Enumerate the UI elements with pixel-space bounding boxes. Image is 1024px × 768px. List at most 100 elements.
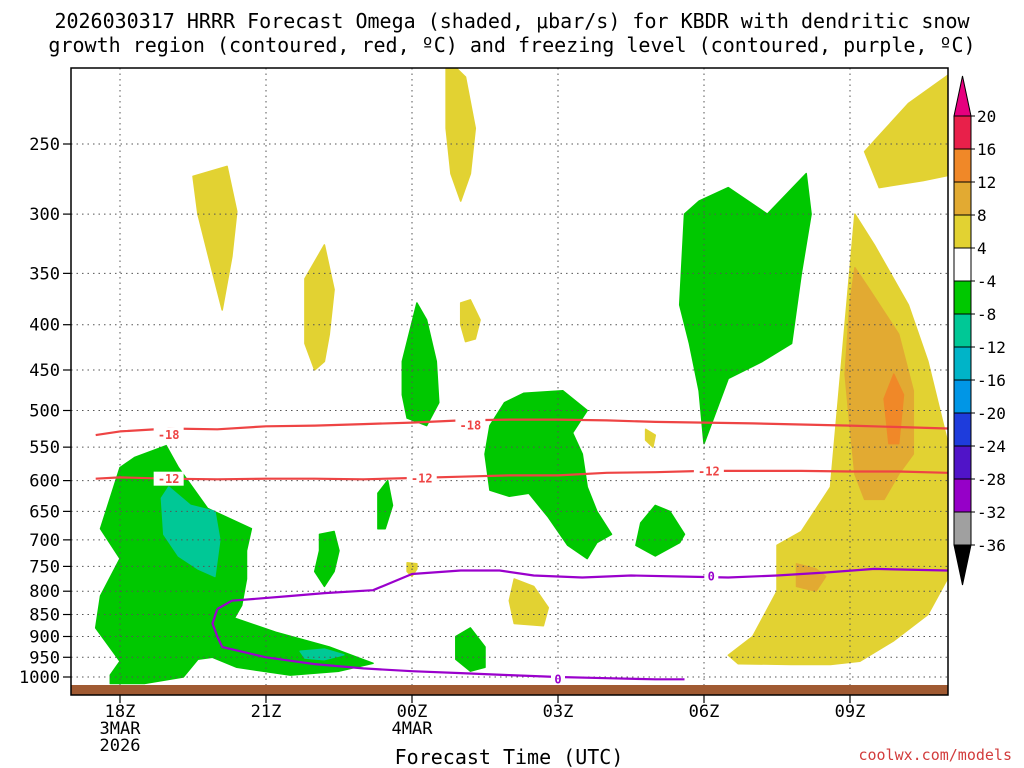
y-tick-label: 800 — [29, 582, 60, 602]
y-tick-label: 1000 — [19, 668, 60, 688]
contour-label-bg — [704, 569, 719, 584]
colorbar-label: -24 — [977, 437, 1006, 456]
region-green-blob-2200z — [313, 530, 340, 588]
colorbar-label: 16 — [977, 140, 996, 159]
y-tick-label: 500 — [29, 402, 60, 422]
contour-label-dgz-bottom: -12 — [411, 472, 433, 486]
colorbar-label: 4 — [977, 239, 987, 258]
region-green-blob-0100z-lower — [455, 627, 486, 672]
region-yellow-blob-2030z — [192, 165, 238, 311]
colorbar-label: 8 — [977, 206, 987, 225]
colorbar-swatch — [953, 247, 972, 282]
colorbar-swatch — [953, 280, 972, 315]
y-tick-label: 250 — [29, 135, 60, 155]
contour-label-dgz-bottom: -12 — [158, 472, 180, 486]
y-tick-label: 400 — [29, 316, 60, 336]
colorbar-label: 20 — [977, 107, 996, 126]
region-orange-blob-0800z — [795, 563, 827, 592]
region-green-region-0000z — [401, 302, 440, 427]
region-yellow-region-1000z-top — [863, 74, 948, 189]
x-tick-label: 21Z — [251, 702, 282, 722]
x-axis-title: Forecast Time (UTC) — [395, 745, 624, 768]
contour-label-bg — [406, 471, 437, 486]
shaded-regions — [94, 68, 1021, 685]
contour-label-bg — [551, 671, 565, 686]
chart-title: 2026030317 HRRR Forecast Omega (shaded, … — [48, 9, 975, 57]
contour-label-bg — [153, 427, 184, 442]
colorbar-label: -28 — [977, 470, 1006, 489]
colorbar-swatch — [953, 379, 972, 414]
x-tick-label: 09Z — [835, 702, 866, 722]
colorbar-swatch — [953, 511, 972, 546]
colorbar-swatch — [953, 478, 972, 513]
contour-freezing-level — [216, 567, 948, 610]
colorbar-label: -8 — [977, 305, 996, 324]
contours: -18 -18 -12 -12 -12 0 0 — [95, 417, 948, 686]
contour-label-dgz-bottom: -12 — [698, 464, 720, 478]
colorbar: 20 16 12 8 4 -4 -8 -12 -16 -20 -24 -28 -32 -36 — [953, 75, 1006, 586]
y-tick-label: 950 — [29, 648, 60, 668]
region-deep-orange-top — [977, 86, 1021, 181]
y-axis: 2503003504004505005506006507007508008509… — [19, 135, 71, 688]
y-tick-label: 650 — [29, 502, 60, 522]
colorbar-swatch — [953, 148, 972, 183]
colorbar-label: -32 — [977, 503, 1006, 522]
grid-lines — [71, 68, 948, 685]
colorbar-swatch — [953, 445, 972, 480]
region-green-region-0530-0800z — [678, 172, 812, 445]
colorbar-label: -36 — [977, 536, 1006, 555]
region-yellow-blob-2200z — [304, 244, 335, 371]
colorbar-label: -12 — [977, 338, 1006, 357]
colorbar-swatch — [953, 181, 972, 216]
x-tick-label: 18Z — [105, 702, 136, 722]
colorbar-swatch — [953, 313, 972, 348]
region-yellow-blob-0230z — [508, 578, 550, 627]
y-tick-label: 850 — [29, 606, 60, 626]
x-tick-label: 2026 — [100, 736, 141, 756]
colorbar-swatch — [953, 346, 972, 381]
x-tick-label: 3MAR — [100, 719, 142, 739]
region-yellow-blob-0500z — [644, 428, 657, 448]
y-tick-label: 450 — [29, 361, 60, 381]
y-tick-label: 900 — [29, 627, 60, 647]
y-tick-label: 750 — [29, 557, 60, 577]
colorbar-top-arrow — [953, 75, 972, 117]
title-line-1: 2026030317 HRRR Forecast Omega (shaded, … — [54, 9, 970, 33]
ground-band — [71, 685, 948, 695]
contour-label-dgz-top: -18 — [460, 418, 482, 432]
colorbar-label: 12 — [977, 173, 996, 192]
plot-frame — [70, 67, 949, 696]
region-green-blob-2330z — [377, 479, 394, 530]
region-teal-region-1900z — [160, 486, 221, 578]
title-line-2: growth region (contoured, red, ºC) and f… — [48, 33, 975, 57]
contour-label-dgz-top: -18 — [158, 428, 180, 442]
contour-label-freezing-level-lower: 0 — [554, 672, 561, 686]
region-green-blob-0500z — [635, 504, 686, 557]
contour-label-bg — [153, 471, 184, 486]
y-tick-label: 300 — [29, 205, 60, 225]
x-tick-label: 06Z — [689, 702, 720, 722]
contour-freezing-level-lower — [211, 608, 685, 681]
contour-label-bg — [693, 463, 724, 478]
colorbar-bottom-arrow — [953, 544, 972, 586]
y-tick-label: 600 — [29, 472, 60, 492]
colorbar-label: -20 — [977, 404, 1006, 423]
contour-label-bg — [455, 417, 486, 432]
x-tick-label: 4MAR — [392, 719, 434, 739]
y-tick-label: 550 — [29, 438, 60, 458]
colorbar-swatch — [953, 412, 972, 447]
credit-link[interactable]: coolwx.com/models — [858, 746, 1012, 764]
colorbar-label: -16 — [977, 371, 1006, 390]
colorbar-label: -4 — [977, 272, 996, 291]
colorbar-swatch — [953, 214, 972, 249]
region-teal-blob-2130z — [299, 648, 345, 661]
contour-dgz-bottom — [95, 469, 948, 481]
contour-label-freezing-level: 0 — [708, 570, 715, 584]
region-yellow-blob-0100z-mid — [459, 299, 481, 343]
colorbar-swatch — [953, 115, 972, 150]
region-yellow-blob-0030z — [445, 68, 477, 202]
y-tick-label: 350 — [29, 264, 60, 284]
y-tick-label: 700 — [29, 531, 60, 551]
